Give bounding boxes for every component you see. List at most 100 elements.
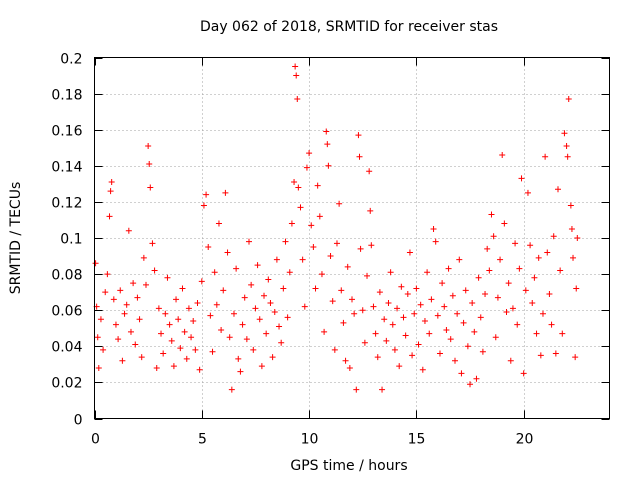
data-point bbox=[484, 245, 491, 252]
data-point bbox=[544, 249, 551, 256]
data-point bbox=[469, 299, 476, 306]
data-point bbox=[125, 227, 132, 234]
data-point bbox=[404, 290, 411, 297]
data-point bbox=[454, 310, 461, 317]
data-point bbox=[115, 336, 122, 343]
data-point bbox=[473, 375, 480, 382]
data-point bbox=[160, 350, 167, 357]
y-tick-label: 0.12 bbox=[51, 196, 82, 212]
y-tick-label: 0.16 bbox=[51, 124, 82, 140]
data-point bbox=[230, 310, 237, 317]
data-point bbox=[340, 319, 347, 326]
data-point bbox=[494, 294, 501, 301]
data-point bbox=[211, 269, 218, 276]
data-point bbox=[265, 276, 272, 283]
data-point bbox=[190, 318, 197, 325]
data-point bbox=[475, 274, 482, 281]
grid bbox=[94, 57, 610, 419]
data-point bbox=[439, 280, 446, 287]
data-point bbox=[314, 182, 321, 189]
y-tick-label: 0.1 bbox=[60, 232, 82, 248]
data-point bbox=[385, 299, 392, 306]
data-point bbox=[370, 303, 377, 310]
data-point bbox=[325, 162, 332, 169]
data-point bbox=[419, 366, 426, 373]
data-point bbox=[155, 305, 162, 312]
data-point bbox=[441, 303, 448, 310]
data-point bbox=[149, 240, 156, 247]
data-point bbox=[246, 238, 252, 245]
data-point bbox=[361, 339, 368, 346]
data-point bbox=[381, 316, 388, 323]
data-point bbox=[306, 150, 313, 157]
data-point bbox=[524, 189, 531, 196]
data-point bbox=[267, 299, 274, 306]
data-point bbox=[140, 254, 147, 261]
data-point bbox=[323, 128, 330, 135]
data-point bbox=[239, 321, 246, 328]
data-point bbox=[434, 312, 441, 319]
y-tick-label: 0.14 bbox=[51, 160, 82, 176]
data-point bbox=[555, 186, 561, 193]
data-point bbox=[293, 72, 300, 79]
data-point bbox=[572, 354, 579, 361]
data-point bbox=[248, 281, 255, 288]
data-point bbox=[183, 355, 190, 362]
data-point bbox=[349, 296, 355, 303]
data-point bbox=[162, 310, 169, 317]
data-point bbox=[424, 269, 431, 276]
data-point bbox=[574, 235, 581, 241]
data-point bbox=[573, 285, 580, 292]
x-tick-label: 0 bbox=[91, 432, 100, 448]
data-point bbox=[143, 281, 149, 288]
data-point bbox=[209, 348, 216, 355]
data-point bbox=[273, 256, 280, 263]
data-point bbox=[559, 330, 566, 337]
data-point bbox=[550, 233, 557, 240]
data-point bbox=[452, 357, 458, 364]
data-points bbox=[92, 63, 581, 393]
data-point bbox=[276, 323, 283, 330]
data-point bbox=[421, 318, 428, 325]
data-point bbox=[490, 233, 497, 240]
data-point bbox=[213, 301, 220, 308]
data-point bbox=[254, 262, 261, 269]
data-point bbox=[331, 346, 338, 353]
data-point bbox=[258, 363, 265, 370]
data-point bbox=[291, 179, 298, 186]
data-point bbox=[102, 289, 109, 296]
data-point bbox=[235, 355, 242, 362]
data-point bbox=[518, 175, 525, 182]
data-point bbox=[205, 244, 212, 251]
data-point bbox=[145, 142, 152, 149]
data-point bbox=[351, 310, 358, 317]
data-point bbox=[389, 321, 396, 328]
data-point bbox=[241, 294, 248, 301]
data-point bbox=[344, 263, 351, 270]
data-point bbox=[181, 328, 188, 335]
data-point bbox=[364, 272, 371, 279]
data-point bbox=[263, 330, 270, 337]
data-point bbox=[200, 202, 207, 209]
data-point bbox=[488, 211, 495, 218]
data-point bbox=[535, 254, 542, 261]
data-point bbox=[391, 346, 398, 353]
data-point bbox=[318, 271, 325, 278]
data-point bbox=[428, 296, 435, 303]
data-point bbox=[467, 381, 474, 388]
data-point bbox=[158, 330, 165, 337]
data-point bbox=[288, 220, 295, 227]
x-tick-labels: 0 5 10 15 20 bbox=[91, 432, 533, 448]
data-point bbox=[233, 265, 240, 272]
data-point bbox=[409, 352, 416, 359]
data-point bbox=[292, 63, 299, 70]
data-point bbox=[151, 267, 158, 274]
data-point bbox=[492, 334, 499, 341]
data-point bbox=[173, 296, 180, 303]
data-point bbox=[224, 249, 231, 256]
data-point bbox=[458, 370, 465, 377]
data-point bbox=[329, 298, 336, 305]
data-point bbox=[107, 188, 114, 195]
data-point bbox=[269, 354, 276, 361]
data-point bbox=[177, 345, 184, 352]
